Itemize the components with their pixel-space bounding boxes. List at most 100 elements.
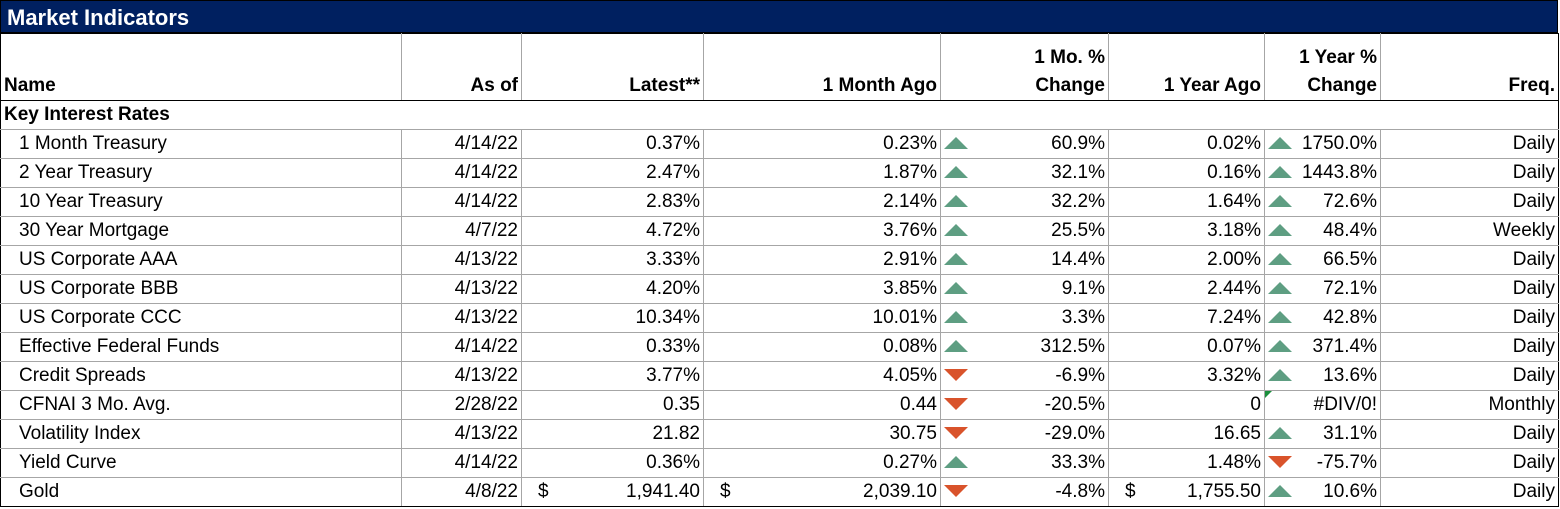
month-change: 312.5% [940, 332, 1109, 362]
up-arrow-icon [944, 340, 968, 352]
year-ago-value: 2.00% [1108, 245, 1265, 275]
month-ago-value: 0.08% [703, 332, 941, 362]
currency-symbol: $ [720, 481, 731, 502]
month-ago-value: 2.91% [703, 245, 941, 275]
down-arrow-icon [944, 369, 968, 381]
up-arrow-icon [944, 137, 968, 149]
table-row: US Corporate AAA 4/13/22 3.33% 2.91% 14.4% 2.… [0, 245, 1559, 275]
year-ago-value: 0.16% [1108, 158, 1265, 188]
table-row: US Corporate CCC 4/13/22 10.34% 10.01% 3.3% 7… [0, 303, 1559, 333]
year-ago-value: 1.64% [1108, 187, 1265, 217]
frequency: Daily [1380, 332, 1559, 362]
frequency: Daily [1380, 158, 1559, 188]
year-change: 10.6% [1264, 477, 1381, 507]
up-arrow-icon [1268, 485, 1292, 497]
year-change: 48.4% [1264, 216, 1381, 246]
up-arrow-icon [1268, 253, 1292, 265]
month-ago-value: 3.85% [703, 274, 941, 304]
col-header-year-ago: 1 Year Ago [1108, 33, 1265, 101]
table-row: 1 Month Treasury 4/14/22 0.37% 0.23% 60.9% 0.… [0, 129, 1559, 159]
table-row: CFNAI 3 Mo. Avg. 2/28/22 0.35 0.44 -20.5% 0 #D… [0, 390, 1559, 420]
col-header-month-ago: 1 Month Ago [703, 33, 941, 101]
table-row: Volatility Index 4/13/22 21.82 30.75 -29.0% 1… [0, 419, 1559, 449]
latest-value: 0.33% [521, 332, 704, 362]
frequency: Daily [1380, 477, 1559, 507]
col-header-yr-change: 1 Year % Change [1264, 33, 1381, 101]
month-ago-value: 2.14% [703, 187, 941, 217]
table-row: 10 Year Treasury 4/14/22 2.83% 2.14% 32.2% 1.… [0, 187, 1559, 217]
indicator-name: US Corporate CCC [0, 303, 402, 333]
as-of-date: 4/13/22 [401, 245, 522, 275]
table-title: Market Indicators [0, 0, 1558, 33]
year-ago-value: 16.65 [1108, 419, 1265, 449]
year-ago-value: 0.07% [1108, 332, 1265, 362]
as-of-date: 4/14/22 [401, 129, 522, 159]
indicator-name: Credit Spreads [0, 361, 402, 391]
frequency: Daily [1380, 245, 1559, 275]
year-change: #DIV/0! [1264, 390, 1381, 420]
month-change: 60.9% [940, 129, 1109, 159]
frequency: Daily [1380, 419, 1559, 449]
indicator-name: 10 Year Treasury [0, 187, 402, 217]
year-change: 42.8% [1264, 303, 1381, 333]
latest-value: 2.83% [521, 187, 704, 217]
year-ago-value: 2.44% [1108, 274, 1265, 304]
year-ago-value: 1.48% [1108, 448, 1265, 478]
table-row: 30 Year Mortgage 4/7/22 4.72% 3.76% 25.5% 3.1… [0, 216, 1559, 246]
month-change: -6.9% [940, 361, 1109, 391]
month-ago-value: 10.01% [703, 303, 941, 333]
table-row: 2 Year Treasury 4/14/22 2.47% 1.87% 32.1% 0.1… [0, 158, 1559, 188]
month-change: -20.5% [940, 390, 1109, 420]
up-arrow-icon [944, 311, 968, 323]
table-row: Effective Federal Funds 4/14/22 0.33% 0.08%… [0, 332, 1559, 362]
latest-value: 2.47% [521, 158, 704, 188]
month-ago-value: 30.75 [703, 419, 941, 449]
header-row: Name As of Latest** 1 Month Ago 1 Mo. % C… [0, 33, 1559, 101]
year-ago-value: $1,755.50 [1108, 477, 1265, 507]
month-change: 33.3% [940, 448, 1109, 478]
year-change: 1750.0% [1264, 129, 1381, 159]
year-change: 72.6% [1264, 187, 1381, 217]
year-change: 13.6% [1264, 361, 1381, 391]
up-arrow-icon [1268, 224, 1292, 236]
table-row: Yield Curve 4/14/22 0.36% 0.27% 33.3% 1.48% -7… [0, 448, 1559, 478]
frequency: Daily [1380, 361, 1559, 391]
table-row: Gold 4/8/22 $1,941.40 $2,039.10 -4.8% $1,755.… [0, 477, 1559, 507]
month-ago-value: $2,039.10 [703, 477, 941, 507]
year-ago-value: 0 [1108, 390, 1265, 420]
frequency: Monthly [1380, 390, 1559, 420]
month-change: -4.8% [940, 477, 1109, 507]
indicator-name: 1 Month Treasury [0, 129, 402, 159]
indicator-name: US Corporate BBB [0, 274, 402, 304]
up-arrow-icon [1268, 427, 1292, 439]
section-title: Key Interest Rates [0, 100, 1559, 130]
year-change: -75.7% [1264, 448, 1381, 478]
year-change: 66.5% [1264, 245, 1381, 275]
latest-value: 4.72% [521, 216, 704, 246]
as-of-date: 4/13/22 [401, 361, 522, 391]
up-arrow-icon [944, 456, 968, 468]
up-arrow-icon [1268, 195, 1292, 207]
up-arrow-icon [944, 253, 968, 265]
up-arrow-icon [944, 195, 968, 207]
error-flag-icon [1265, 391, 1272, 398]
table-row: Credit Spreads 4/13/22 3.77% 4.05% -6.9% 3.32… [0, 361, 1559, 391]
latest-value: 0.37% [521, 129, 704, 159]
up-arrow-icon [944, 224, 968, 236]
year-change: 31.1% [1264, 419, 1381, 449]
as-of-date: 4/13/22 [401, 274, 522, 304]
as-of-date: 4/7/22 [401, 216, 522, 246]
indicator-name: CFNAI 3 Mo. Avg. [0, 390, 402, 420]
month-change: 32.2% [940, 187, 1109, 217]
up-arrow-icon [1268, 137, 1292, 149]
up-arrow-icon [1268, 311, 1292, 323]
latest-value: $1,941.40 [521, 477, 704, 507]
as-of-date: 4/8/22 [401, 477, 522, 507]
year-change: 371.4% [1264, 332, 1381, 362]
as-of-date: 4/14/22 [401, 158, 522, 188]
up-arrow-icon [1268, 282, 1292, 294]
month-change: 25.5% [940, 216, 1109, 246]
as-of-date: 2/28/22 [401, 390, 522, 420]
indicator-name: US Corporate AAA [0, 245, 402, 275]
frequency: Weekly [1380, 216, 1559, 246]
